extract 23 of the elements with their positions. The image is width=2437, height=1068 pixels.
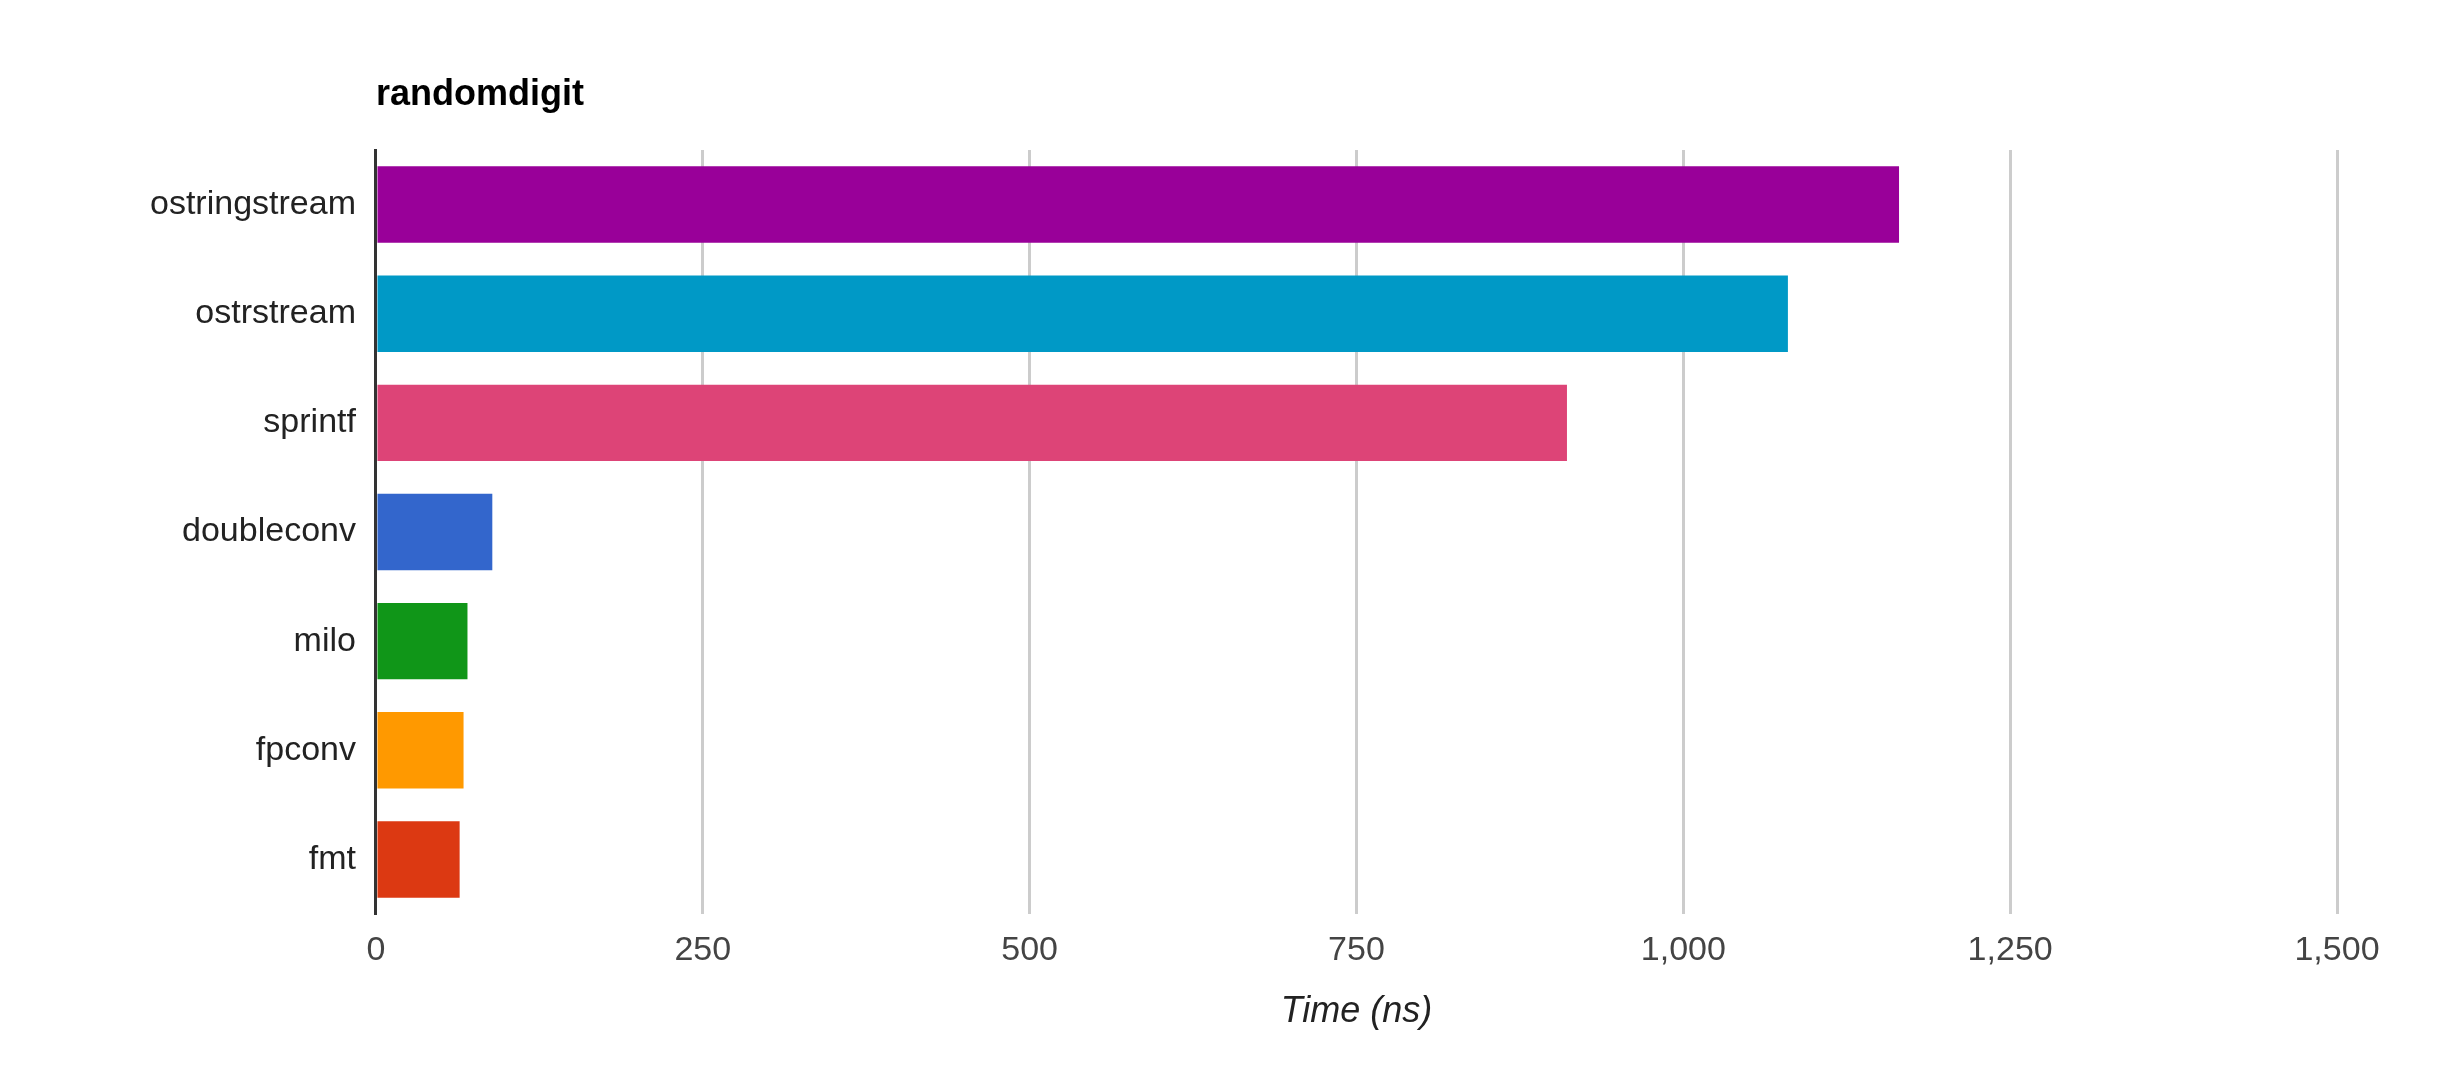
y-tick-label: fpconv [255,728,356,767]
chart-title: randomdigit [375,72,584,113]
bar [377,821,460,898]
bar [377,493,493,571]
y-tick-label: ostrstream [195,292,356,331]
bar [377,602,468,680]
bar [377,166,1900,243]
x-tick-label: 750 [1328,928,1385,967]
x-tick-label: 1,500 [2294,928,2380,967]
y-tick-label: ostringstream [149,182,356,221]
y-tick-label: sprintf [263,401,357,440]
x-tick-label: 1,250 [1967,928,2053,967]
x-tick-label: 250 [674,928,732,967]
x-tick-label: 1,000 [1640,928,1726,967]
bar [377,712,464,789]
y-tick-label: fmt [308,837,357,876]
y-tick-label: doubleconv [182,510,356,549]
x-axis-title: Time (ns) [1280,989,1433,1031]
bar [377,275,1788,352]
y-tick-label: milo [293,619,356,658]
bar [377,384,1567,462]
x-tick-label: 500 [1001,928,1059,967]
x-tick-label: 0 [366,928,386,967]
